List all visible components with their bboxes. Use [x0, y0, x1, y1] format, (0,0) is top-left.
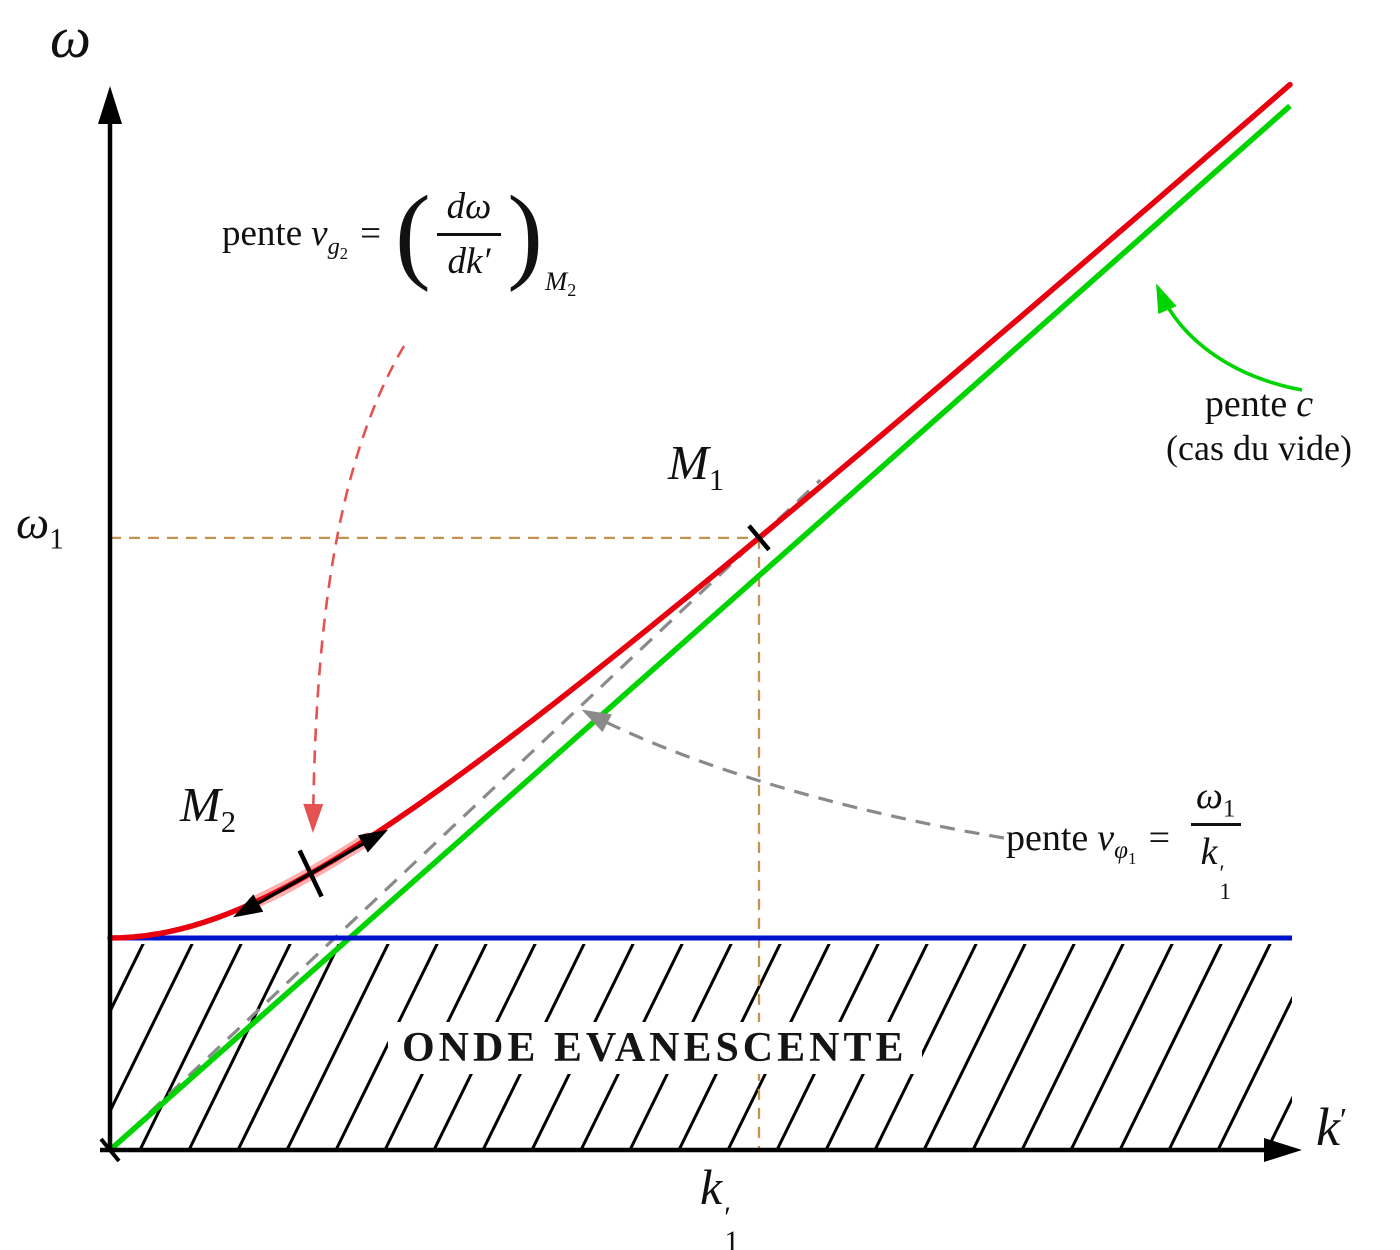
vg2-sub-2: 2 [339, 244, 349, 264]
M1-sub: 1 [708, 462, 725, 497]
x-axis-label: k′ [1316, 1096, 1347, 1158]
vphi1-num-sub: 1 [1222, 795, 1236, 823]
vphi1-den-k: k [1200, 831, 1218, 873]
vg2-pente-text: pente [222, 213, 303, 255]
k1-sub: 1 [724, 1224, 740, 1250]
vphi1-pente-text: pente [1006, 816, 1089, 859]
tick-M2 [297, 849, 324, 898]
omega1-base: ω [16, 497, 50, 549]
point-M1-label: M1 [668, 434, 724, 495]
phase-velocity-chord [108, 478, 822, 1152]
k1-base: k [700, 1159, 723, 1215]
pente-c-text: pente [1204, 383, 1288, 425]
light-line-annotation: pente c (cas du vide) [1114, 382, 1400, 469]
evanescent-region-label: ONDE EVANESCENTE [388, 1022, 922, 1074]
omega1-tick-label: ω1 [16, 496, 64, 554]
vphi1-sub-1: 1 [1128, 849, 1137, 869]
group-velocity-annotation: pente vg2 = ( dω dk′ ) M2 [222, 174, 576, 301]
omega1-sub: 1 [49, 523, 64, 556]
k1-prime: ′ [724, 1200, 731, 1234]
y-axis-arrowhead [98, 86, 122, 124]
point-M2-label: M2 [180, 776, 236, 837]
vg2-at-2: 2 [567, 280, 577, 301]
M2-base: M [180, 777, 221, 832]
vg2-equals: = [360, 213, 381, 255]
vphi1-sub-phi: φ [1114, 837, 1129, 865]
vphi1-equals: = [1148, 816, 1171, 859]
arrow-to-light-line-green [1156, 283, 1303, 392]
omega-symbol: ω [50, 5, 91, 70]
pente-c-subtitle: (cas du vide) [1166, 427, 1352, 468]
M1-base: M [668, 435, 709, 490]
vphi1-den-sub: 1 [1219, 879, 1231, 905]
vg2-at-M: M [545, 266, 568, 297]
arrow-to-M2-red [303, 345, 406, 833]
phase-velocity-annotation: pente vφ1= ω1 k ′ 1 [1006, 774, 1249, 905]
vg2-v-symbol: v [311, 213, 328, 255]
vphi1-den-prime: ′ [1219, 861, 1225, 887]
vg2-frac-num: dω [446, 185, 492, 227]
x-axis-arrowhead [1264, 1138, 1302, 1162]
vg2-frac-den: dk′ [437, 232, 501, 283]
vg2-sub-g: g [327, 232, 340, 260]
k-symbol: k [1316, 1097, 1340, 1157]
arrow-to-chord-gray [581, 709, 1005, 840]
k-prime: ′ [1339, 1102, 1348, 1139]
light-line-green [108, 103, 1292, 1153]
vphi1-v-symbol: v [1097, 816, 1115, 859]
vg2-close-paren: ) [507, 174, 544, 293]
M2-sub: 2 [220, 804, 237, 839]
vg2-open-paren: ( [394, 174, 431, 293]
pente-c-symbol: c [1296, 383, 1314, 425]
tick-M1 [747, 524, 771, 552]
vphi1-num-omega: ω [1196, 775, 1223, 817]
k1-tick-label: k ′ 1 [700, 1158, 739, 1250]
y-axis-label: ω [50, 4, 91, 71]
